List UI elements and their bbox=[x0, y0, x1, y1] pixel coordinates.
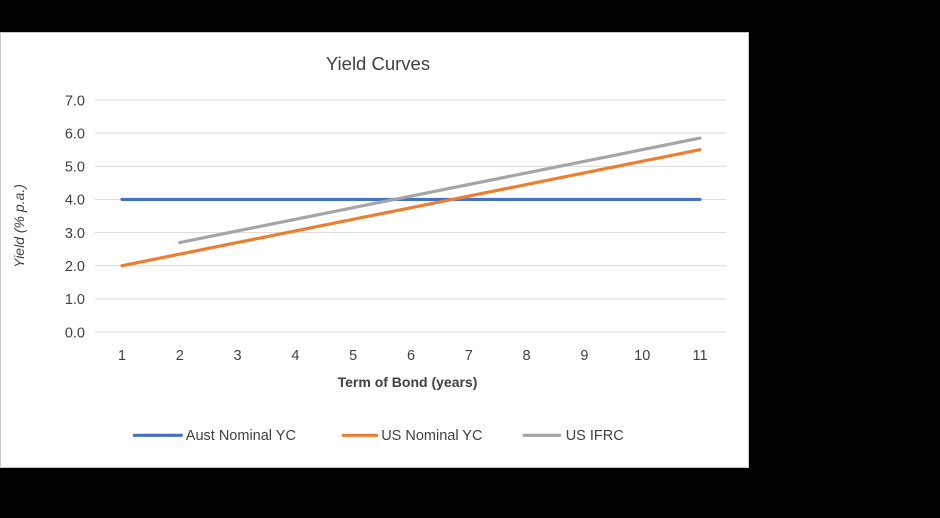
svg-text:2: 2 bbox=[176, 348, 184, 364]
svg-text:Yield Curves: Yield Curves bbox=[326, 53, 430, 74]
svg-text:6.0: 6.0 bbox=[65, 126, 85, 142]
svg-text:7.0: 7.0 bbox=[65, 93, 85, 109]
svg-text:10: 10 bbox=[634, 348, 650, 364]
svg-text:5: 5 bbox=[349, 348, 357, 364]
svg-text:4.0: 4.0 bbox=[65, 193, 85, 209]
svg-text:US IFRC: US IFRC bbox=[566, 428, 624, 444]
svg-text:7: 7 bbox=[465, 348, 473, 364]
svg-text:0.0: 0.0 bbox=[65, 325, 85, 341]
svg-text:1: 1 bbox=[118, 348, 126, 364]
svg-text:3: 3 bbox=[234, 348, 242, 364]
svg-text:6: 6 bbox=[407, 348, 415, 364]
svg-text:4: 4 bbox=[291, 348, 299, 364]
svg-text:11: 11 bbox=[692, 348, 707, 364]
svg-text:Aust Nominal YC: Aust Nominal YC bbox=[186, 428, 296, 444]
svg-text:5.0: 5.0 bbox=[65, 160, 85, 176]
svg-text:1.0: 1.0 bbox=[65, 292, 85, 308]
svg-text:2.0: 2.0 bbox=[65, 259, 85, 275]
svg-text:3.0: 3.0 bbox=[65, 226, 85, 242]
svg-text:9: 9 bbox=[580, 348, 588, 364]
svg-text:Yield (% p.a.): Yield (% p.a.) bbox=[11, 184, 27, 268]
svg-text:8: 8 bbox=[523, 348, 531, 364]
svg-text:US Nominal YC: US Nominal YC bbox=[381, 428, 482, 444]
svg-text:Term of Bond (years): Term of Bond (years) bbox=[338, 374, 478, 390]
